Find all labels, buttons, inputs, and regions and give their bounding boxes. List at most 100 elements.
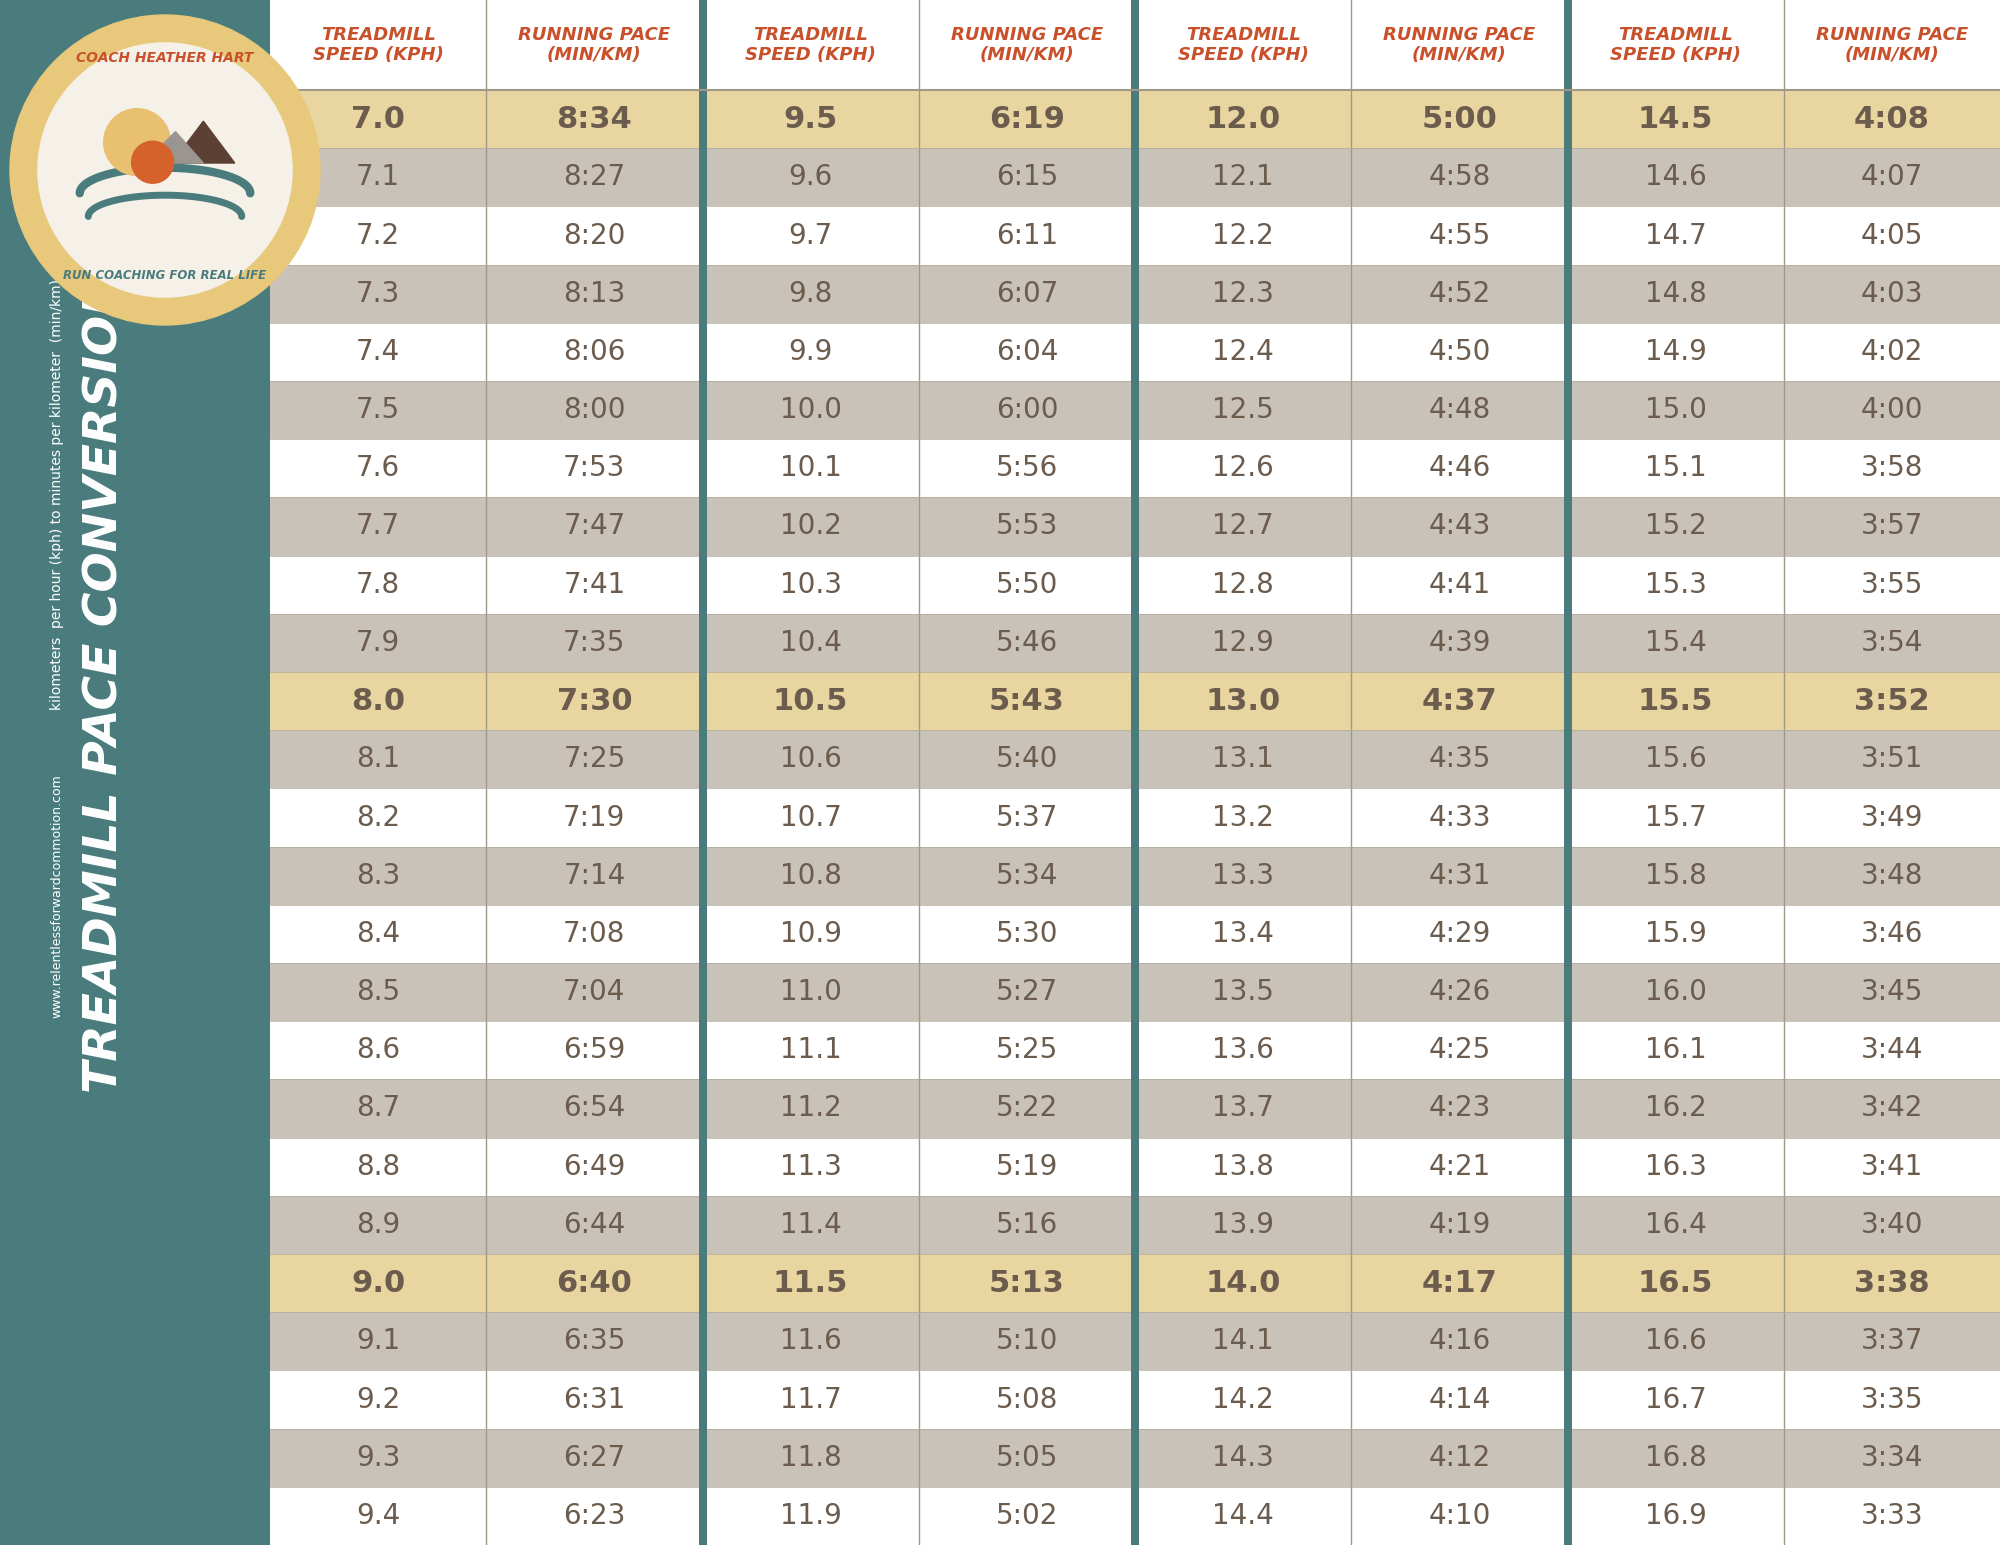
Bar bbox=[1136, 148, 1564, 207]
Bar bbox=[0, 0, 270, 1545]
Bar bbox=[702, 556, 1132, 613]
Bar bbox=[1568, 207, 2000, 264]
Bar bbox=[702, 439, 1132, 497]
Text: 5:05: 5:05 bbox=[996, 1443, 1058, 1472]
Bar bbox=[270, 148, 698, 207]
Text: 7:35: 7:35 bbox=[564, 629, 626, 657]
Text: 3:33: 3:33 bbox=[1860, 1502, 1924, 1530]
Text: 15.1: 15.1 bbox=[1644, 454, 1706, 482]
Bar bbox=[1568, 1486, 2000, 1545]
Text: 14.6: 14.6 bbox=[1644, 164, 1706, 192]
Text: 4:29: 4:29 bbox=[1428, 919, 1490, 949]
Bar bbox=[270, 1255, 698, 1312]
Text: 7:08: 7:08 bbox=[564, 919, 626, 949]
Bar bbox=[1568, 963, 2000, 1021]
Bar bbox=[1136, 613, 1564, 672]
Text: 9.6: 9.6 bbox=[788, 164, 832, 192]
Text: 3:54: 3:54 bbox=[1860, 629, 1924, 657]
Bar bbox=[1568, 1429, 2000, 1486]
Bar bbox=[702, 905, 1132, 963]
Text: 8.2: 8.2 bbox=[356, 803, 400, 831]
Text: 5:13: 5:13 bbox=[988, 1268, 1064, 1298]
Bar bbox=[1136, 788, 1564, 847]
Text: 12.6: 12.6 bbox=[1212, 454, 1274, 482]
Text: 4:55: 4:55 bbox=[1428, 221, 1490, 249]
Text: 5:40: 5:40 bbox=[996, 745, 1058, 774]
Text: 7.5: 7.5 bbox=[356, 396, 400, 423]
Text: 7:04: 7:04 bbox=[564, 978, 626, 1006]
Polygon shape bbox=[144, 131, 204, 164]
Bar bbox=[270, 264, 698, 323]
Bar bbox=[1568, 847, 2000, 905]
Text: 5:56: 5:56 bbox=[996, 454, 1058, 482]
Bar bbox=[1568, 148, 2000, 207]
Text: 4:02: 4:02 bbox=[1860, 338, 1924, 366]
Text: 4:10: 4:10 bbox=[1428, 1502, 1490, 1530]
Bar bbox=[270, 90, 698, 148]
Text: 11.8: 11.8 bbox=[780, 1443, 842, 1472]
Bar bbox=[270, 1196, 698, 1255]
Text: 12.8: 12.8 bbox=[1212, 570, 1274, 599]
Bar bbox=[702, 1312, 1132, 1370]
Text: 4:25: 4:25 bbox=[1428, 1037, 1490, 1065]
Text: 7.3: 7.3 bbox=[356, 280, 400, 307]
Text: RUNNING PACE
(MIN/KM): RUNNING PACE (MIN/KM) bbox=[950, 26, 1102, 63]
Text: 5:19: 5:19 bbox=[996, 1153, 1058, 1180]
Text: 10.6: 10.6 bbox=[780, 745, 842, 774]
Text: 10.2: 10.2 bbox=[780, 513, 842, 541]
Text: 7:41: 7:41 bbox=[564, 570, 626, 599]
Bar bbox=[1136, 731, 1564, 788]
Bar bbox=[1568, 1370, 2000, 1429]
Bar bbox=[270, 1080, 698, 1137]
Text: 4:50: 4:50 bbox=[1428, 338, 1490, 366]
Text: 3:42: 3:42 bbox=[1860, 1094, 1924, 1123]
Text: 8:00: 8:00 bbox=[564, 396, 626, 423]
Bar bbox=[1568, 556, 2000, 613]
Text: 3:38: 3:38 bbox=[1854, 1268, 1930, 1298]
Text: 3:35: 3:35 bbox=[1860, 1386, 1924, 1414]
Text: 7:47: 7:47 bbox=[564, 513, 626, 541]
Text: 15.5: 15.5 bbox=[1638, 686, 1714, 715]
Text: 6:07: 6:07 bbox=[996, 280, 1058, 307]
Text: 3:45: 3:45 bbox=[1860, 978, 1924, 1006]
Text: 14.7: 14.7 bbox=[1644, 221, 1706, 249]
Text: COACH HEATHER HART: COACH HEATHER HART bbox=[76, 51, 254, 65]
Text: 3:49: 3:49 bbox=[1860, 803, 1924, 831]
Text: RUNNING PACE
(MIN/KM): RUNNING PACE (MIN/KM) bbox=[1816, 26, 1968, 63]
Text: 5:53: 5:53 bbox=[996, 513, 1058, 541]
Bar bbox=[1568, 1196, 2000, 1255]
Text: 4:16: 4:16 bbox=[1428, 1327, 1490, 1355]
Text: 15.6: 15.6 bbox=[1644, 745, 1706, 774]
Text: 13.6: 13.6 bbox=[1212, 1037, 1274, 1065]
Bar bbox=[1136, 1370, 1564, 1429]
Text: 8.5: 8.5 bbox=[356, 978, 400, 1006]
Text: 4:08: 4:08 bbox=[1854, 105, 1930, 133]
Bar bbox=[1568, 264, 2000, 323]
Text: TREADMILL
SPEED (KPH): TREADMILL SPEED (KPH) bbox=[312, 26, 444, 63]
Text: 6:35: 6:35 bbox=[564, 1327, 626, 1355]
Bar bbox=[702, 264, 1132, 323]
Text: 8.3: 8.3 bbox=[356, 862, 400, 890]
Text: 6:15: 6:15 bbox=[996, 164, 1058, 192]
Bar bbox=[1568, 905, 2000, 963]
Text: 5:16: 5:16 bbox=[996, 1211, 1058, 1239]
Text: 4:43: 4:43 bbox=[1428, 513, 1490, 541]
Bar bbox=[702, 731, 1132, 788]
Text: 12.2: 12.2 bbox=[1212, 221, 1274, 249]
Text: 10.4: 10.4 bbox=[780, 629, 842, 657]
Bar bbox=[1568, 323, 2000, 382]
Text: 5:25: 5:25 bbox=[996, 1037, 1058, 1065]
Bar bbox=[270, 1312, 698, 1370]
Text: RUNNING PACE
(MIN/KM): RUNNING PACE (MIN/KM) bbox=[518, 26, 670, 63]
Bar bbox=[1136, 382, 1564, 439]
Text: 7.8: 7.8 bbox=[356, 570, 400, 599]
Bar bbox=[270, 731, 698, 788]
Text: 10.5: 10.5 bbox=[772, 686, 848, 715]
Text: 5:43: 5:43 bbox=[988, 686, 1064, 715]
Text: 14.3: 14.3 bbox=[1212, 1443, 1274, 1472]
Text: 16.6: 16.6 bbox=[1644, 1327, 1706, 1355]
Text: 8.4: 8.4 bbox=[356, 919, 400, 949]
Bar bbox=[1568, 90, 2000, 148]
Text: 15.9: 15.9 bbox=[1644, 919, 1706, 949]
Bar bbox=[1136, 963, 1564, 1021]
